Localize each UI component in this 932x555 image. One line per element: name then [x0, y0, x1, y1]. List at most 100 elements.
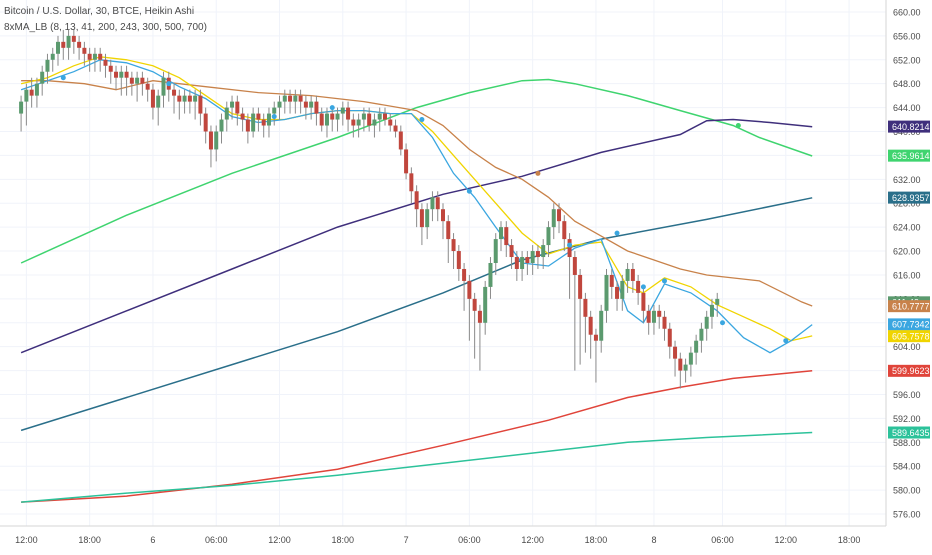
y-tick-label: 648.00 — [893, 79, 921, 89]
candle-down — [441, 209, 445, 222]
candle-down — [77, 41, 82, 48]
candle-up — [340, 107, 345, 114]
candle-down — [124, 71, 129, 78]
price-label-box — [888, 426, 930, 439]
candle-down — [615, 286, 620, 299]
candle-down — [535, 251, 540, 258]
candle-up — [219, 119, 224, 132]
candle-up — [604, 274, 609, 311]
candle-down — [641, 292, 646, 311]
cross-dot — [419, 117, 425, 123]
candle-down — [388, 119, 393, 126]
price-label-text: 605.7578 — [892, 331, 930, 341]
candle-down — [678, 358, 683, 371]
cross-dot — [60, 75, 66, 81]
candle-up — [694, 340, 699, 353]
cross-dot — [720, 320, 726, 326]
candle-down — [319, 113, 324, 126]
price-label-box — [888, 318, 930, 331]
price-axis[interactable]: 576.00580.00584.00588.00592.00596.00600.… — [893, 7, 921, 519]
candle-down — [578, 274, 583, 299]
candle-up — [277, 101, 282, 108]
candle-up — [688, 352, 693, 365]
candle-up — [182, 95, 187, 102]
candle-down — [673, 346, 678, 359]
candle-up — [56, 41, 61, 54]
candle-up — [224, 107, 229, 120]
y-tick-label: 580.00 — [893, 486, 921, 496]
grid — [0, 0, 886, 526]
y-tick-label: 596.00 — [893, 390, 921, 400]
candle-down — [609, 274, 614, 287]
candle-up — [599, 310, 604, 341]
x-tick-label: 12:00 — [775, 535, 798, 545]
candle-down — [303, 101, 308, 108]
candle-up — [551, 209, 556, 228]
candle-up — [214, 131, 219, 150]
cross-dot — [783, 338, 789, 344]
candle-up — [161, 77, 166, 96]
candle-up — [699, 328, 704, 341]
candle-up — [372, 119, 377, 126]
ma-line-6 — [20, 56, 813, 342]
cross-dot — [662, 278, 667, 284]
candle-up — [272, 107, 277, 114]
y-tick-label: 644.00 — [893, 103, 921, 113]
candle-down — [462, 268, 467, 281]
candle-down — [419, 209, 424, 228]
cross-dot — [614, 230, 620, 236]
candle-up — [356, 119, 361, 126]
candle-down — [114, 71, 119, 78]
candle-up — [45, 59, 50, 72]
price-label-box — [888, 300, 930, 313]
candle-up — [651, 310, 656, 323]
x-tick-label: 8 — [651, 535, 656, 545]
candle-up — [425, 209, 430, 228]
candle-down — [140, 77, 145, 84]
candle-up — [499, 227, 504, 240]
candle-down — [477, 310, 482, 323]
candle-up — [24, 89, 29, 102]
candle-down — [177, 95, 182, 102]
candle-up — [193, 95, 198, 102]
candle-down — [562, 221, 567, 240]
candle-down — [525, 257, 530, 263]
y-tick-label: 576.00 — [893, 510, 921, 520]
price-label-box — [888, 364, 930, 377]
candle-up — [620, 280, 625, 299]
candle-down — [235, 101, 240, 114]
ma-line-1 — [20, 118, 813, 354]
candle-down — [382, 113, 387, 120]
candle-down — [662, 316, 667, 329]
ma-line-4 — [21, 431, 813, 503]
candle-up — [709, 304, 714, 317]
price-label-text: 607.7342 — [892, 320, 930, 330]
candle-up — [251, 113, 256, 132]
candle-down — [572, 257, 577, 275]
ma-line-5 — [21, 80, 813, 307]
candle-up — [483, 286, 488, 323]
candle-down — [351, 119, 356, 126]
y-tick-label: 588.00 — [893, 438, 921, 448]
candle-up — [119, 71, 124, 78]
x-tick-label: 12:00 — [268, 535, 291, 545]
time-axis[interactable]: 12:00 18:00 6 06:00 12:00 18:00 7 06:00 12:00 18:… — [15, 535, 860, 545]
candle-up — [34, 83, 39, 96]
candle-down — [198, 95, 203, 114]
candle-up — [520, 257, 525, 269]
candle-up — [282, 95, 287, 102]
candle-down — [330, 113, 335, 120]
candle-down — [187, 95, 192, 102]
candle-down — [208, 131, 213, 150]
candle-up — [293, 95, 298, 102]
x-tick-label: 18:00 — [585, 535, 608, 545]
cross-dot — [535, 170, 541, 176]
candle-down — [630, 268, 635, 281]
candle-down — [172, 89, 177, 96]
ma-line-0 — [20, 78, 813, 264]
indicator-title: 8xMA_LB (8, 13, 41, 200, 243, 300, 500, … — [4, 22, 207, 33]
candle-down — [256, 113, 261, 120]
candle-down — [150, 89, 155, 108]
x-tick-label: 06:00 — [205, 535, 228, 545]
